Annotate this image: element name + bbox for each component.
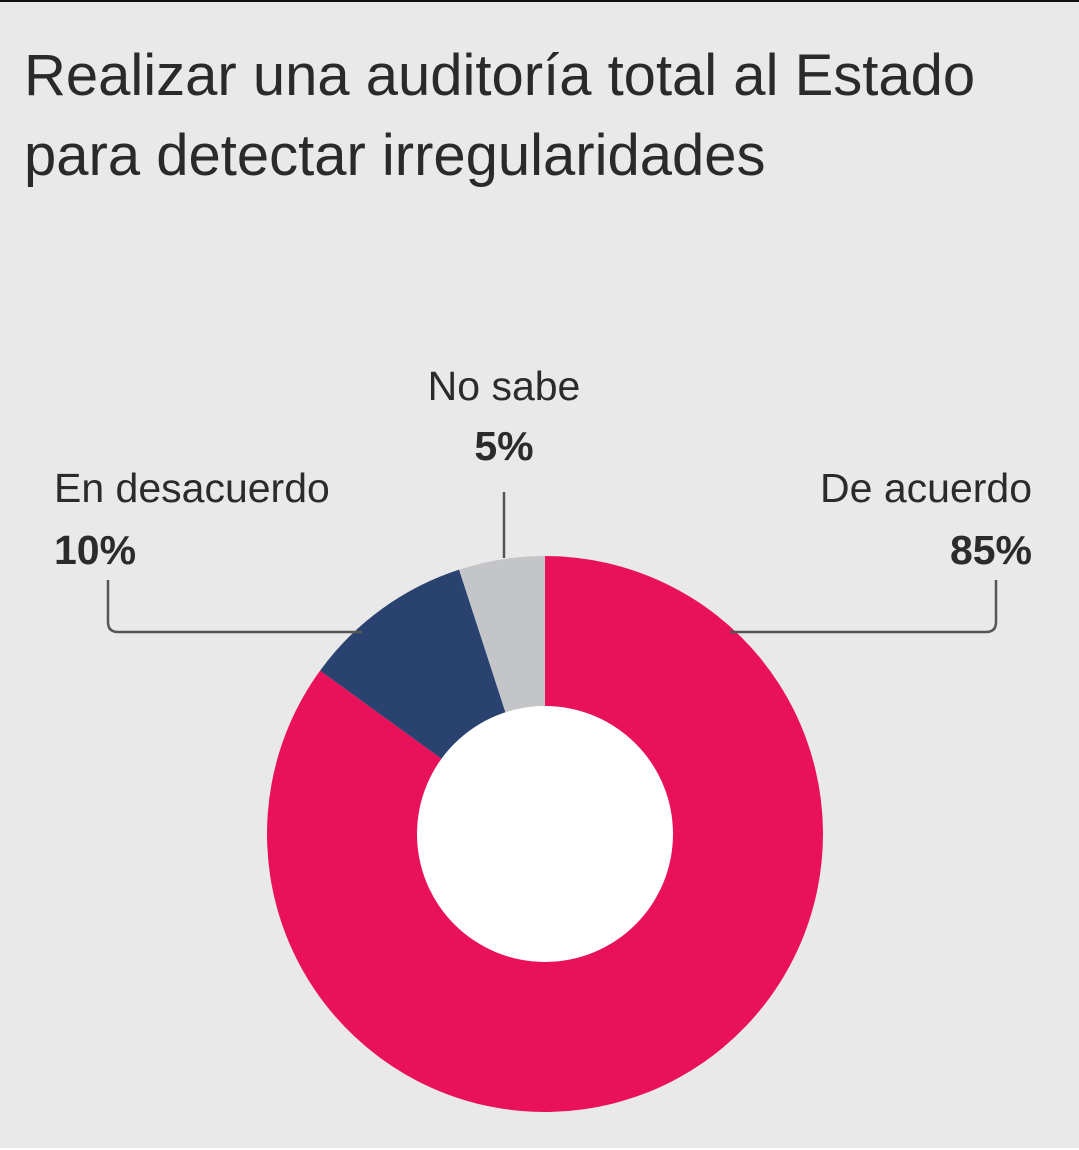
donut-hole [417, 706, 673, 962]
value-de-acuerdo: 85% [950, 527, 1032, 573]
chart-title: Realizar una auditoría total al Estado p… [24, 43, 976, 188]
leader-line-de-acuerdo [730, 580, 998, 634]
label-en-desacuerdo: En desacuerdo [54, 465, 330, 511]
label-no-sabe: No sabe [428, 363, 581, 409]
value-no-sabe: 5% [474, 423, 533, 469]
leader-line-en-desacuerdo [106, 580, 362, 634]
value-en-desacuerdo: 10% [54, 527, 136, 573]
label-de-acuerdo: De acuerdo [820, 465, 1032, 511]
